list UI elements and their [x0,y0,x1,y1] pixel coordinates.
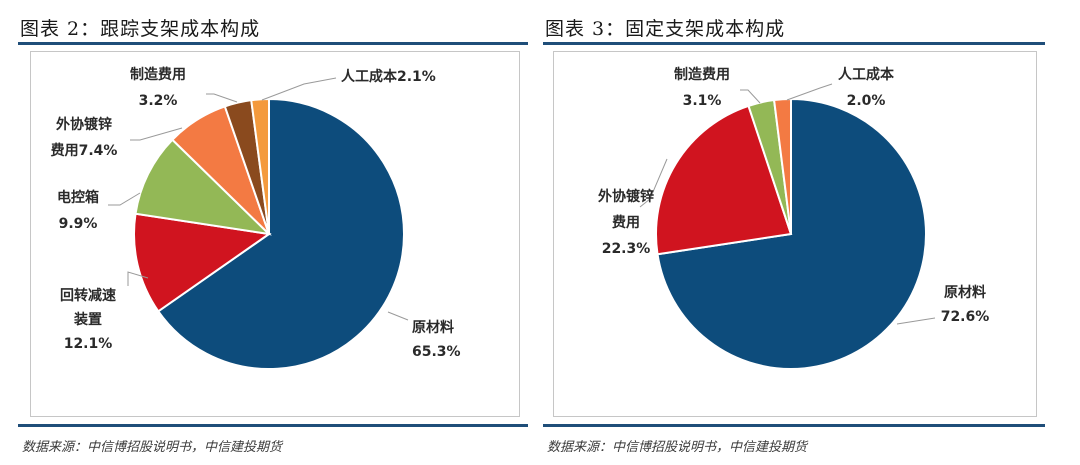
chart-panel-tracking: 图表 2：跟踪支架成本构成 原材料 65.3% 回转减速装置 12.1% 电控箱 9.9%… [0,0,528,465]
slice-label: 回转减速装置 12.1% [60,287,116,352]
slice-label-line: 原材料 [944,284,986,301]
slice-label: 原材料 72.6% [941,284,990,325]
slice-label-line: 回转减速 [60,287,116,304]
slice-label-line: 2.0% [847,93,886,109]
pie-slice-外协镀锌 [655,104,793,256]
bottom-rule [18,424,528,427]
pie-slice-原材料 [156,97,405,370]
source-note: 数据来源：中信博招股说明书，中信建投期货 [22,440,283,455]
slice-label: 外协镀锌费用7.4% [51,116,118,159]
pie-slice-回转减速 [133,212,272,313]
slice-label-line: 费用7.4% [51,142,118,159]
slice-label: 外协镀锌费用 22.3% [598,188,654,257]
leader-line [130,127,183,141]
top-rule [543,42,1045,45]
slice-label-line: 65.3% [412,344,461,360]
slice-label: 人工成本2.1% [341,68,436,85]
slice-label: 电控箱 9.9% [57,189,99,232]
leader-line [387,311,409,321]
leader-line [639,158,668,208]
slice-label-line: 人工成本 [838,66,895,83]
pie-chart-fixed: 原材料 72.6% 外协镀锌费用 22.3% 制造费用 3.1% 人工成本 2.0% [598,66,990,370]
slice-label-line: 22.3% [602,241,651,257]
source-note: 数据来源：中信博招股说明书，中信建投期货 [547,440,808,455]
slice-label-line: 12.1% [64,336,113,352]
slice-label-line: 3.1% [683,93,722,109]
pie-slice-人工成本 [250,97,270,235]
slice-label: 制造费用 3.1% [674,66,730,109]
slice-label-line: 外协镀锌 [598,188,654,205]
slice-label-line: 电控箱 [57,189,99,206]
slice-label-line: 费用 [612,214,640,231]
slice-label-line: 装置 [73,311,102,328]
leader-line [786,83,833,101]
slice-label-line: 3.2% [139,93,178,109]
slice-label: 原材料 65.3% [412,319,461,360]
leader-line [108,192,141,206]
pie-slice-电控箱 [134,138,272,236]
top-rule [18,42,528,45]
chart-title: 图表 2：跟踪支架成本构成 [20,18,261,40]
pie-chart-tracking: 原材料 65.3% 回转减速装置 12.1% 电控箱 9.9% 外协镀锌费用7.4% 制造费用… [51,66,461,370]
slice-label: 人工成本 2.0% [838,66,895,109]
leader-line [206,93,238,103]
leader-line [127,271,149,286]
leader-line [261,77,337,101]
slice-label-line: 9.9% [59,216,98,232]
bottom-rule [543,424,1045,427]
leader-line [896,317,936,325]
slice-label-line: 制造费用 [130,66,186,83]
slice-label-line: 人工成本2.1% [341,68,436,85]
slice-label-line: 外协镀锌 [56,116,112,133]
chart-panel-fixed: 图表 3：固定支架成本构成 原材料 72.6% 外协镀锌费用 22.3% 制造费用 3.1… [543,0,1080,465]
slice-label-line: 72.6% [941,309,990,325]
leader-line [740,89,761,104]
chart-title: 图表 3：固定支架成本构成 [545,18,786,40]
slice-label: 制造费用 3.2% [130,66,186,109]
slice-label-line: 原材料 [412,319,454,336]
slice-label-line: 制造费用 [674,66,730,83]
